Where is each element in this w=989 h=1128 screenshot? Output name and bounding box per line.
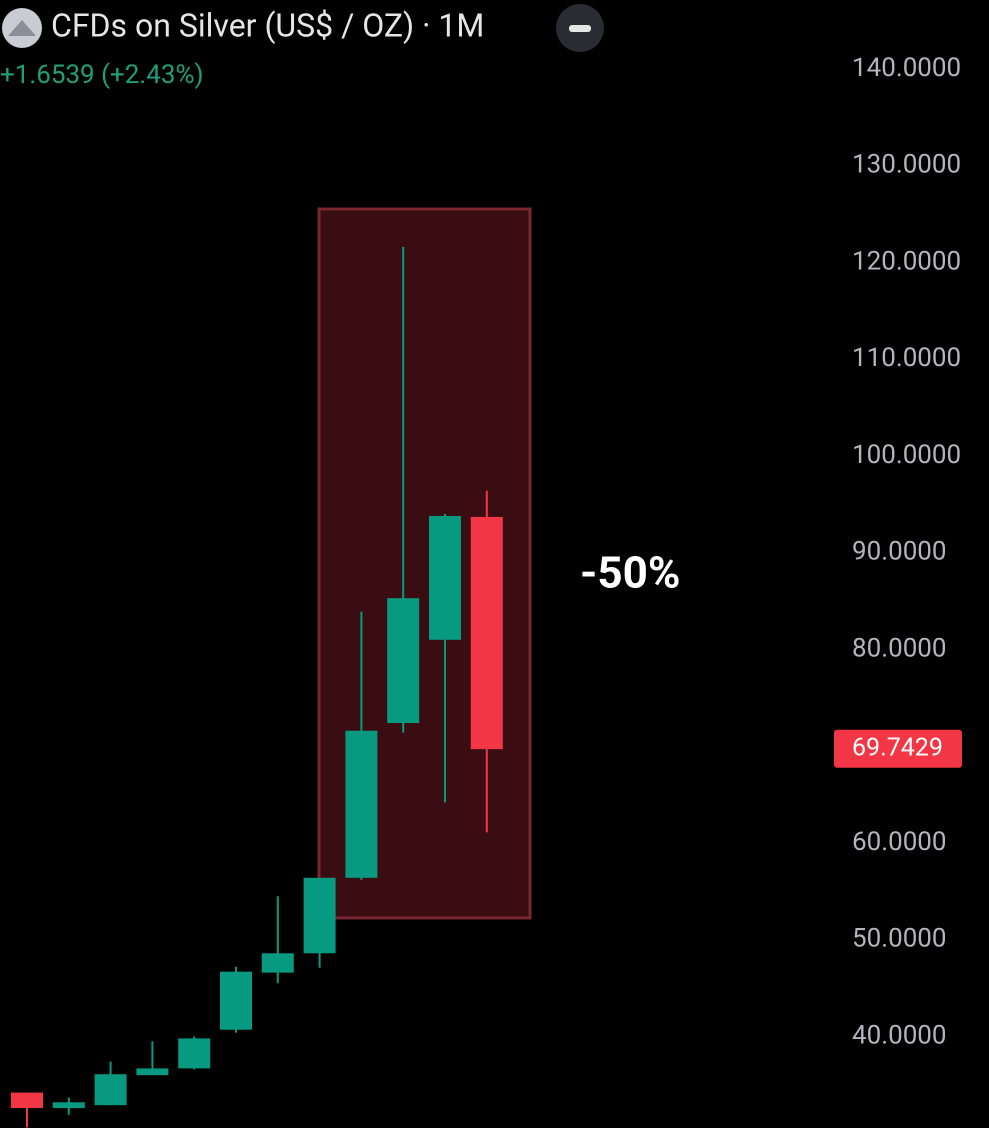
y-tick-label: 140.0000 bbox=[852, 53, 961, 83]
candle-body bbox=[387, 598, 420, 724]
y-tick-label: 40.0000 bbox=[852, 1020, 947, 1050]
collapse-icon bbox=[569, 25, 591, 32]
candle-body bbox=[178, 1038, 211, 1069]
candle-body bbox=[345, 730, 378, 878]
price-change: +1.6539 (+2.43%) bbox=[0, 60, 204, 90]
y-tick-label: 80.0000 bbox=[852, 633, 947, 663]
y-tick-label: 90.0000 bbox=[852, 537, 947, 567]
candle-body bbox=[136, 1068, 169, 1076]
logo-glyph bbox=[8, 20, 36, 36]
y-tick-label: 100.0000 bbox=[852, 440, 961, 470]
annotation: -50% bbox=[580, 547, 680, 599]
last-price-tag bbox=[834, 729, 962, 768]
candle-body bbox=[94, 1074, 127, 1106]
y-tick-label: 60.0000 bbox=[852, 827, 947, 857]
y-tick-label: 110.0000 bbox=[852, 343, 961, 373]
candle-body bbox=[261, 953, 294, 973]
candle-body bbox=[11, 1092, 43, 1109]
chart-title: CFDs on Silver (US$ / OZ) · 1M bbox=[51, 6, 484, 44]
candle-body bbox=[429, 515, 461, 640]
candle-body bbox=[52, 1102, 85, 1109]
y-tick-label: 120.0000 bbox=[852, 246, 961, 276]
y-tick-label: 130.0000 bbox=[852, 150, 961, 180]
last-price-label: 69.7429 bbox=[852, 733, 943, 762]
y-tick-label: 50.0000 bbox=[852, 924, 947, 954]
candle-body bbox=[470, 516, 503, 750]
candle-body bbox=[220, 971, 252, 1030]
candle-body bbox=[303, 877, 336, 954]
